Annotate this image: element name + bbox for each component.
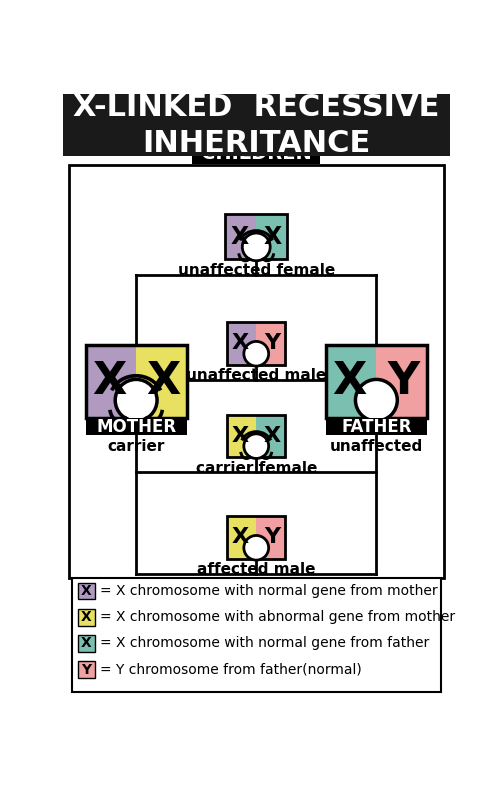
Bar [376, 345, 427, 418]
Text: X-LINKED  RECESSIVE
INHERITANCE: X-LINKED RECESSIVE INHERITANCE [73, 93, 440, 157]
Bar [326, 345, 376, 418]
Bar [256, 516, 286, 559]
Text: X: X [232, 333, 249, 354]
Bar [86, 345, 136, 418]
Circle shape [115, 380, 157, 421]
Text: X: X [264, 426, 280, 446]
Text: Y: Y [388, 361, 420, 403]
Bar [78, 661, 95, 678]
Text: X: X [146, 361, 180, 403]
Bar [326, 418, 427, 435]
Bar [227, 322, 256, 365]
Bar [326, 345, 427, 418]
Bar [227, 415, 256, 457]
Bar [225, 215, 287, 259]
Text: CHILDREN: CHILDREN [201, 145, 312, 163]
Bar [225, 215, 256, 259]
Text: unaffected: unaffected [330, 439, 423, 454]
Text: X: X [92, 361, 126, 403]
Text: X: X [332, 361, 366, 403]
Text: Y: Y [82, 663, 92, 677]
Text: = X chromosome with normal gene from mother: = X chromosome with normal gene from mot… [100, 584, 437, 598]
Bar [62, 94, 450, 156]
Text: X: X [230, 225, 248, 249]
Bar [256, 415, 286, 457]
Text: carrier: carrier [108, 439, 165, 454]
Bar [78, 608, 95, 626]
Circle shape [242, 233, 270, 261]
Text: X: X [81, 584, 92, 598]
Text: X: X [81, 637, 92, 650]
Text: = Y chromosome from father(normal): = Y chromosome from father(normal) [100, 663, 362, 677]
Text: unaffected male: unaffected male [186, 369, 326, 384]
Text: affected male: affected male [197, 563, 316, 578]
Circle shape [244, 535, 268, 560]
Bar [86, 345, 186, 418]
Text: FATHER: FATHER [341, 418, 411, 436]
Text: Y: Y [264, 333, 280, 354]
Text: = X chromosome with normal gene from father: = X chromosome with normal gene from fat… [100, 637, 429, 650]
Text: X: X [232, 426, 249, 446]
Text: X: X [232, 527, 249, 548]
Bar [227, 516, 286, 559]
Text: MOTHER: MOTHER [96, 418, 176, 436]
Text: unaffected female: unaffected female [178, 263, 335, 278]
Bar [227, 322, 286, 365]
Circle shape [356, 380, 398, 421]
Bar [227, 516, 256, 559]
Bar [192, 144, 320, 164]
Bar [256, 215, 287, 259]
Text: X: X [264, 225, 282, 249]
Bar [227, 415, 286, 457]
Text: Y: Y [264, 527, 280, 548]
Text: X: X [81, 610, 92, 624]
Bar [136, 345, 186, 418]
Bar [86, 418, 186, 435]
Bar [72, 578, 440, 692]
Circle shape [244, 434, 268, 458]
Bar [78, 635, 95, 652]
Text: = X chromosome with abnormal gene from mother: = X chromosome with abnormal gene from m… [100, 610, 455, 624]
Bar [78, 582, 95, 600]
Bar [68, 165, 444, 578]
Bar [256, 322, 286, 365]
Text: carrier female: carrier female [196, 461, 317, 476]
Circle shape [244, 341, 268, 366]
